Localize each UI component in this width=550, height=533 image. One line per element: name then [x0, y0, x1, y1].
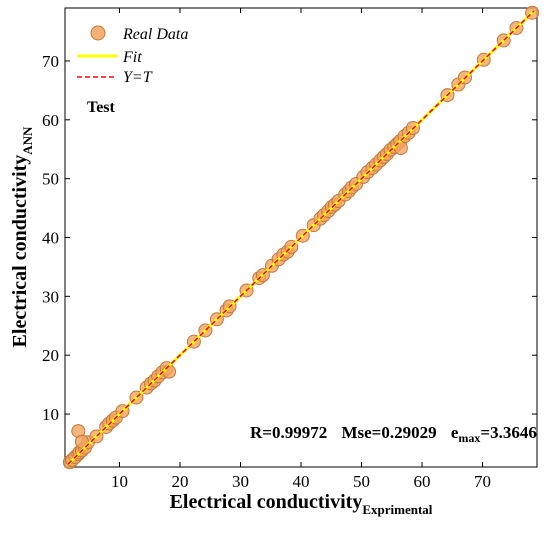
y-axis-ticks: 10 20 30 40 50 60 70 — [42, 52, 537, 424]
x-tick-label: 70 — [474, 472, 491, 491]
stat-emax-sub: max — [458, 431, 480, 445]
stat-mse: Mse=0.29029 — [341, 423, 436, 442]
stat-r: R=0.99972 — [250, 423, 327, 442]
x-axis-title: Electrical conductivityExprimental — [170, 491, 433, 517]
x-tick-label: 40 — [293, 472, 310, 491]
y-tick-label: 40 — [42, 229, 59, 248]
identity-line — [67, 10, 535, 465]
legend-label-real-data: Real Data — [122, 26, 188, 43]
annotation-test: Test — [87, 99, 116, 116]
x-axis-title-sub: Exprimental — [362, 502, 432, 517]
x-tick-label: 30 — [232, 472, 249, 491]
x-axis-title-main: Electrical conductivity — [170, 491, 363, 513]
x-tick-label: 60 — [414, 472, 431, 491]
y-tick-label: 60 — [42, 111, 59, 130]
data-point — [74, 434, 89, 449]
stat-emax-value: =3.3646 — [480, 423, 536, 442]
y-tick-label: 50 — [42, 170, 59, 189]
stat-emax-label: e — [451, 423, 459, 442]
legend-marker-real-data — [90, 25, 106, 41]
y-axis-title-sub: ANN — [20, 126, 35, 155]
x-axis-ticks: 10 20 30 40 50 60 70 — [111, 8, 491, 491]
y-tick-label: 10 — [42, 405, 59, 424]
x-tick-label: 50 — [353, 472, 370, 491]
y-tick-label: 30 — [42, 287, 59, 306]
legend: Real Data Fit Y=T — [77, 25, 188, 86]
y-axis-title-main: Electrical conductivity — [9, 155, 31, 348]
y-axis-title: Electrical conductivityANN — [9, 126, 35, 348]
legend-label-fit: Fit — [122, 49, 142, 66]
y-tick-label: 20 — [42, 346, 59, 365]
x-tick-label: 10 — [111, 472, 128, 491]
x-tick-label: 20 — [171, 472, 188, 491]
stats-text: R=0.99972 Mse=0.29029 emax=3.3646 — [250, 423, 537, 445]
legend-label-identity: Y=T — [123, 69, 153, 86]
y-tick-label: 70 — [42, 52, 59, 71]
